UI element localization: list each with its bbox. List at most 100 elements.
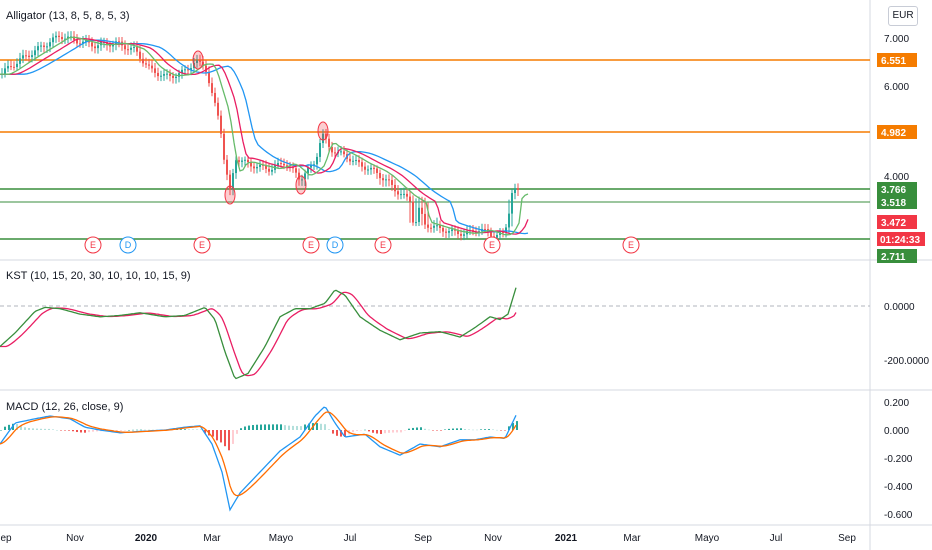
- dividend-marker: [119, 236, 137, 254]
- histogram-bar: [408, 428, 410, 430]
- histogram-bar: [32, 428, 34, 430]
- candle-body: [355, 159, 357, 161]
- candle-body: [109, 44, 111, 47]
- candle-body: [43, 45, 45, 48]
- histogram-bar: [352, 430, 354, 433]
- candle-body: [463, 234, 465, 236]
- candle-body: [364, 166, 366, 170]
- histogram-bar: [8, 424, 10, 430]
- histogram-bar: [36, 428, 38, 430]
- candle-body: [64, 38, 66, 40]
- candle-body: [439, 225, 441, 228]
- alligator-teeth-line: [0, 37, 529, 235]
- candle-body: [424, 213, 426, 225]
- earnings-marker: [374, 236, 392, 254]
- candle-body: [91, 42, 93, 47]
- histogram-bar: [368, 430, 370, 432]
- histogram-bar: [152, 429, 154, 431]
- candle-body: [235, 160, 237, 174]
- alligator-jaw-line: [0, 39, 529, 235]
- histogram-bar: [420, 427, 422, 430]
- event-marker-label: E: [90, 240, 96, 250]
- time-axis-label: Mar: [203, 533, 221, 544]
- histogram-bar: [140, 429, 142, 431]
- macd-axis-tick: -0.600: [884, 510, 913, 521]
- candle-body: [382, 178, 384, 181]
- histogram-bar: [400, 430, 402, 433]
- event-marker-label: E: [199, 240, 205, 250]
- histogram-bar: [476, 429, 478, 431]
- candle-body: [460, 234, 462, 236]
- candle-body: [214, 92, 216, 103]
- histogram-bar: [72, 430, 74, 432]
- candle-body: [358, 159, 360, 163]
- earnings-marker: [302, 236, 320, 254]
- highlight-ellipse: [224, 185, 236, 205]
- candle-body: [133, 46, 135, 48]
- candle-body: [301, 179, 303, 181]
- candle-body: [430, 227, 432, 229]
- histogram-bar: [500, 430, 502, 431]
- candle-body: [394, 184, 396, 192]
- candle-body: [241, 160, 243, 162]
- candle-body: [232, 173, 234, 190]
- time-axis-label: Nov: [66, 533, 84, 544]
- candle-body: [46, 46, 48, 48]
- candle-body: [94, 46, 96, 49]
- histogram-bar: [44, 428, 46, 430]
- candle-body: [484, 228, 486, 230]
- candle-body: [379, 172, 381, 179]
- candle-body: [253, 166, 255, 169]
- time-axis-label: 2021: [555, 533, 578, 544]
- candle-body: [352, 160, 354, 162]
- currency-button[interactable]: EUR: [888, 6, 918, 26]
- price-level-tag: [877, 195, 917, 209]
- candle-body: [286, 165, 288, 167]
- candle-body: [361, 162, 363, 167]
- histogram-bar: [324, 424, 326, 430]
- candle-body: [85, 40, 87, 42]
- histogram-bar: [148, 429, 150, 431]
- kst-signal-line: [0, 291, 517, 377]
- candle-body: [391, 180, 393, 185]
- candle-body: [130, 47, 132, 50]
- candle-body: [442, 227, 444, 232]
- histogram-bar: [396, 430, 398, 433]
- candle-body: [187, 69, 189, 71]
- histogram-bar: [364, 429, 366, 431]
- histogram-bar: [16, 424, 18, 430]
- candle-body: [238, 160, 240, 162]
- histogram-bar: [452, 428, 454, 430]
- candle-body: [283, 163, 285, 166]
- candle-body: [310, 164, 312, 168]
- histogram-bar: [344, 430, 346, 438]
- event-marker-label: E: [489, 240, 495, 250]
- histogram-bar: [416, 427, 418, 430]
- candle-body: [448, 231, 450, 233]
- candle-body: [199, 60, 201, 62]
- event-marker-label: D: [332, 240, 339, 250]
- candle-body: [517, 188, 519, 190]
- kst-axis-tick: -200.0000: [884, 356, 929, 367]
- histogram-bar: [388, 430, 390, 433]
- candle-body: [208, 71, 210, 84]
- histogram-bar: [512, 422, 514, 430]
- highlight-ellipse: [295, 175, 307, 195]
- candle-body: [151, 65, 153, 69]
- candle-body: [343, 151, 345, 155]
- candle-body: [409, 196, 411, 202]
- candle-body: [22, 55, 24, 59]
- histogram-bar: [52, 429, 54, 430]
- histogram-bar: [56, 429, 58, 431]
- histogram-bar: [212, 430, 214, 437]
- candle-body: [397, 191, 399, 195]
- histogram-bar: [300, 426, 302, 430]
- candle-body: [52, 37, 54, 43]
- kst-pane-title: KST (10, 15, 20, 30, 10, 10, 10, 15, 9): [6, 270, 190, 282]
- candle-body: [76, 39, 78, 44]
- price-axis-tick: 4.000: [884, 172, 909, 183]
- candle-body: [385, 179, 387, 181]
- histogram-bar: [464, 429, 466, 430]
